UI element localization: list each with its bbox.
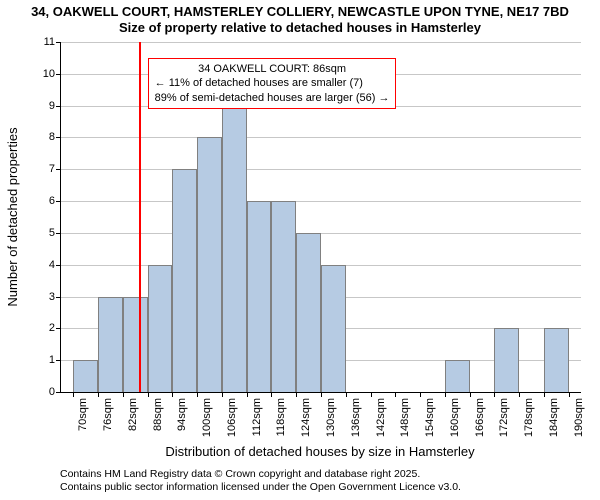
x-tick [519, 392, 520, 397]
histogram-bar [172, 169, 197, 392]
x-tick-label: 172sqm [498, 398, 510, 437]
y-tick-label: 4 [49, 259, 61, 271]
y-tick-label: 5 [49, 227, 61, 239]
plot-area: 0123456789101170sqm76sqm82sqm88sqm94sqm1… [60, 42, 581, 393]
histogram-bar [197, 137, 222, 392]
x-tick [222, 392, 223, 397]
x-tick [569, 392, 570, 397]
x-tick-label: 76sqm [102, 398, 114, 431]
x-tick [98, 392, 99, 397]
x-tick-label: 130sqm [325, 398, 337, 437]
x-tick [172, 392, 173, 397]
x-axis-title: Distribution of detached houses by size … [60, 444, 580, 459]
x-tick-label: 154sqm [424, 398, 436, 437]
plot-wrap: 0 1 2 3 4 5 6 7 8 9 10 11 70sqm 76sqm 82sqm 88sqm 94sqm 1… [0, 0, 600, 500]
histogram-bar [445, 360, 470, 392]
x-tick [123, 392, 124, 397]
x-tick-label: 142sqm [375, 398, 387, 437]
y-tick-label: 2 [49, 322, 61, 334]
x-tick [371, 392, 372, 397]
x-tick [321, 392, 322, 397]
histogram-bar [123, 297, 148, 392]
x-tick-label: 94sqm [176, 398, 188, 431]
histogram-bar [98, 297, 123, 392]
y-tick-label: 6 [49, 195, 61, 207]
histogram-bar [247, 201, 272, 392]
x-tick-label: 70sqm [77, 398, 89, 431]
x-tick-label: 82sqm [127, 398, 139, 431]
footer-line2: Contains public sector information licen… [60, 481, 461, 494]
property-marker-line [139, 42, 141, 392]
x-tick-label: 184sqm [548, 398, 560, 437]
x-tick [544, 392, 545, 397]
x-tick-label: 112sqm [251, 398, 263, 436]
y-tick-label: 9 [49, 100, 61, 112]
x-tick-label: 100sqm [201, 398, 213, 437]
x-tick-label: 118sqm [275, 398, 287, 436]
y-tick-label: 11 [44, 36, 61, 48]
x-tick [73, 392, 74, 397]
x-tick-label: 166sqm [474, 398, 486, 437]
x-tick-label: 88sqm [152, 398, 164, 431]
annotation-box: 34 OAKWELL COURT: 86sqm← 11% of detached… [148, 58, 397, 109]
x-tick-label: 136sqm [350, 398, 362, 437]
y-tick-label: 7 [49, 163, 61, 175]
y-tick-label: 10 [43, 68, 61, 80]
x-tick [271, 392, 272, 397]
x-tick-label: 178sqm [523, 398, 535, 437]
x-tick-label: 160sqm [449, 398, 461, 437]
x-tick [395, 392, 396, 397]
x-tick [296, 392, 297, 397]
histogram-bar [148, 265, 173, 392]
y-axis-title: Number of detached properties [5, 127, 20, 306]
histogram-bar [73, 360, 98, 392]
x-tick-label: 190sqm [573, 398, 585, 437]
y-tick-label: 8 [49, 131, 61, 143]
y-tick-label: 0 [49, 386, 61, 398]
histogram-bar [222, 106, 247, 392]
attribution-footer: Contains HM Land Registry data © Crown c… [60, 468, 461, 494]
x-tick [197, 392, 198, 397]
x-tick-label: 106sqm [226, 398, 238, 437]
footer-line1: Contains HM Land Registry data © Crown c… [60, 468, 461, 481]
histogram-bar [494, 328, 519, 392]
histogram-bar [544, 328, 569, 392]
x-tick [346, 392, 347, 397]
annotation-line: 34 OAKWELL COURT: 86sqm [155, 62, 390, 76]
histogram-bar [321, 265, 346, 392]
x-tick [494, 392, 495, 397]
x-tick [445, 392, 446, 397]
x-tick-label: 124sqm [300, 398, 312, 437]
annotation-line: 89% of semi-detached houses are larger (… [155, 91, 390, 105]
histogram-bar [296, 233, 321, 392]
x-tick-label: 148sqm [399, 398, 411, 437]
x-tick [247, 392, 248, 397]
annotation-line: ← 11% of detached houses are smaller (7) [155, 76, 390, 90]
histogram-bar [271, 201, 296, 392]
x-tick [470, 392, 471, 397]
y-tick-label: 1 [49, 354, 61, 366]
x-tick [148, 392, 149, 397]
x-tick [420, 392, 421, 397]
y-tick-label: 3 [49, 291, 61, 303]
